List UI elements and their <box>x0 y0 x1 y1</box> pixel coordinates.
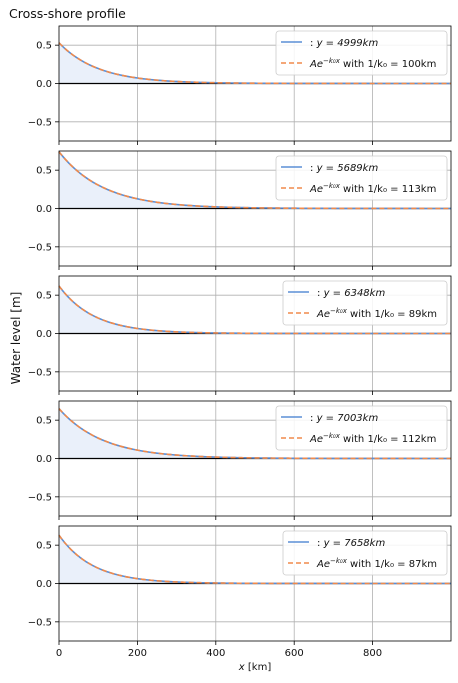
y-tick-label: 0.0 <box>36 454 52 465</box>
profile-fill-area <box>59 42 451 84</box>
legend-entry-profile: : y = 7003km <box>310 413 378 424</box>
legend-entry-fit: Ae−k₀x with 1/k₀ = 87km <box>316 557 437 570</box>
y-tick-label: 0.5 <box>36 291 52 302</box>
panel-2: 0.5 0.0 −0.5 : y = 5689km Ae−k₀x with 1/k₀ =… <box>28 150 452 270</box>
y-tick-label: 0.5 <box>36 166 52 177</box>
legend-entry-profile: : y = 4999km <box>310 38 378 49</box>
legend-entry-fit: Ae−k₀x with 1/k₀ = 89km <box>316 307 437 320</box>
figure-title: Cross-shore profile <box>9 6 126 21</box>
legend-entry-profile: : y = 7658km <box>317 538 385 549</box>
series-exponential-fit-line <box>58 42 451 85</box>
series-exponential-fit-line <box>58 408 451 460</box>
panel-3: 0.5 0.0 −0.5 : y = 6348km Ae−k₀x with 1/k₀ =… <box>28 275 452 395</box>
legend-entry-fit: Ae−k₀x with 1/k₀ = 112km <box>309 432 436 445</box>
x-tick-label: 400 <box>206 648 225 659</box>
x-tick-label: 0 <box>56 648 62 659</box>
y-tick-label: 0.5 <box>36 41 52 52</box>
y-tick-label: 0.0 <box>36 329 52 340</box>
y-tick-label: −0.5 <box>28 242 52 253</box>
y-tick-label: −0.5 <box>28 492 52 503</box>
x-tick-label: 600 <box>285 648 304 659</box>
profile-fill-area <box>59 408 451 459</box>
legend-box <box>282 530 448 576</box>
legend-entry-profile: : y = 6348km <box>317 288 385 299</box>
series-exponential-fit-line <box>58 285 451 335</box>
panel-4: 0.5 0.0 −0.5 : y = 7003km Ae−k₀x with 1/k₀ =… <box>28 400 452 520</box>
profile-fill-area <box>59 151 451 209</box>
profile-fill-area <box>59 535 451 584</box>
y-tick-label: 0.5 <box>36 416 52 427</box>
y-tick-label: 0.0 <box>36 579 52 590</box>
y-tick-label: 0.0 <box>36 79 52 90</box>
legend-box <box>275 30 448 76</box>
series-exponential-fit-line <box>58 151 451 210</box>
legend-entry-profile: : y = 5689km <box>310 163 378 174</box>
series-exponential-fit-line <box>58 534 451 585</box>
legend-box <box>275 155 448 201</box>
x-tick-label: 800 <box>363 648 382 659</box>
y-tick-label: 0.5 <box>36 541 52 552</box>
y-tick-label: −0.5 <box>28 117 52 128</box>
x-axis-label: x [km] <box>238 662 272 673</box>
legend-box <box>275 405 448 451</box>
legend-entry-fit: Ae−k₀x with 1/k₀ = 113km <box>309 182 436 195</box>
legend-box <box>282 280 448 326</box>
panel-5: 0.5 0.0 −0.5 0 200 400 600 800 : y = 7658km Ae−k₀… <box>28 525 452 659</box>
legend-entry-fit: Ae−k₀x with 1/k₀ = 100km <box>309 57 436 70</box>
y-tick-label: −0.5 <box>28 617 52 628</box>
y-tick-label: −0.5 <box>28 367 52 378</box>
y-tick-label: 0.0 <box>36 204 52 215</box>
profile-fill-area <box>59 285 451 334</box>
panel-1: 0.5 0.0 −0.5 : y = 4999km Ae−k₀x with 1/k₀ =… <box>28 25 452 145</box>
x-tick-label: 200 <box>128 648 147 659</box>
